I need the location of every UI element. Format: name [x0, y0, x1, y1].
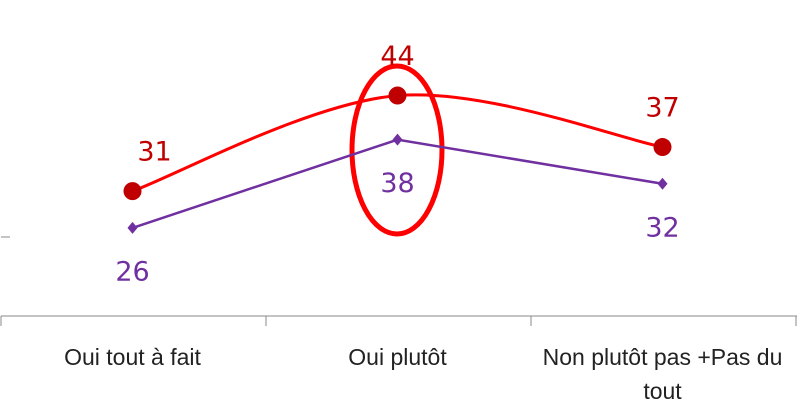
marker	[392, 133, 403, 146]
marker	[657, 177, 668, 190]
x-tick-label: Oui plutôt	[348, 344, 447, 370]
highlight-oval	[349, 63, 445, 237]
data-label: 32	[645, 212, 679, 243]
marker	[653, 138, 672, 157]
x-tick-label: Non plutôt pas +Pas du tout	[542, 344, 783, 404]
data-label: 26	[115, 256, 149, 287]
data-label: 31	[137, 137, 171, 168]
data-label: 37	[645, 93, 679, 124]
data-label: 44	[380, 41, 414, 72]
x-tick-label: Oui tout à fait	[64, 344, 201, 370]
marker	[123, 182, 142, 201]
data-label: 38	[380, 168, 414, 199]
marker	[388, 86, 407, 105]
marker	[127, 221, 138, 234]
